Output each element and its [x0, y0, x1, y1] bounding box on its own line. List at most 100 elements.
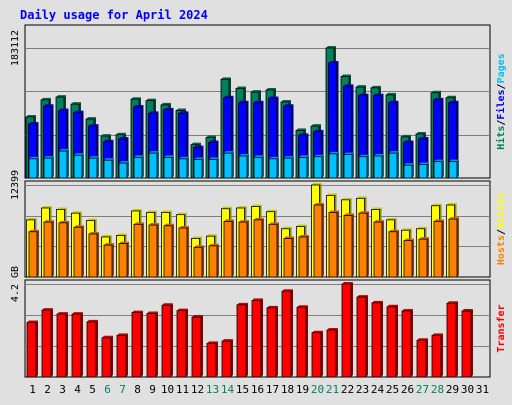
kbytes-bar: [221, 339, 233, 378]
pages-bar: [343, 152, 354, 179]
pages-bar: [298, 155, 309, 179]
x-tick-label: 6: [104, 383, 111, 396]
hosts-bar: [448, 217, 459, 278]
hosts-bar: [148, 223, 159, 278]
x-tick-label: 29: [446, 383, 459, 396]
hosts-bar: [298, 234, 309, 278]
x-tick-label: 9: [149, 383, 156, 396]
x-tick-label: 1: [29, 383, 36, 396]
hosts-bar: [208, 243, 219, 278]
hosts-bar: [73, 225, 84, 278]
pages-bar: [403, 163, 414, 179]
pages-bar: [313, 154, 324, 179]
pages-bar: [418, 162, 429, 179]
x-tick-label: 12: [191, 383, 204, 396]
kbytes-bar: [86, 319, 98, 378]
hosts-bar: [328, 210, 339, 278]
panel-visits-axis-title: Hosts/Visits: [495, 193, 507, 265]
pages-bar: [373, 153, 384, 179]
pages-bar: [448, 159, 459, 179]
kbytes-bar: [446, 301, 458, 378]
kbytes-bar: [146, 311, 158, 378]
axis-title-part: /: [496, 120, 507, 126]
pages-bar: [328, 151, 339, 179]
pages-bar: [133, 155, 144, 179]
hosts-bar: [118, 241, 129, 278]
x-tick-label: 23: [356, 383, 369, 396]
panel-kbytes-axis-title: Transfer: [496, 304, 507, 352]
x-tick-label: 31: [476, 383, 489, 396]
panel-visits-max-label: 12399: [10, 170, 21, 200]
pages-bar: [193, 157, 204, 179]
kbytes-bar: [101, 335, 113, 378]
pages-bar: [238, 153, 249, 179]
pages-bar: [118, 161, 129, 179]
x-tick-label: 16: [251, 383, 264, 396]
kbytes-bar: [386, 304, 398, 378]
x-tick-label: 21: [326, 383, 339, 396]
hosts-bar: [178, 226, 189, 278]
kbytes-bar: [311, 330, 323, 378]
x-tick-label: 4: [74, 383, 81, 396]
kbytes-bar: [206, 341, 218, 378]
kbytes-bar: [296, 305, 308, 378]
kbytes-bar: [191, 314, 203, 378]
hosts-bar: [358, 211, 369, 278]
x-tick-label: 24: [371, 383, 385, 396]
kbytes-bar: [56, 312, 68, 378]
kbytes-bar: [161, 303, 173, 378]
hosts-bar: [193, 245, 204, 278]
x-tick-label: 3: [59, 383, 66, 396]
panel-hits-axis-title: Hits/Files/Pages: [495, 53, 507, 149]
kbytes-bar: [356, 295, 368, 378]
hosts-bar: [223, 219, 234, 278]
x-tick-label: 19: [296, 383, 309, 396]
kbytes-bar: [26, 320, 38, 378]
x-tick-label: 30: [461, 383, 474, 396]
x-tick-label: 2: [44, 383, 51, 396]
kbytes-bar: [41, 308, 53, 378]
pages-bar: [388, 151, 399, 179]
pages-bar: [28, 156, 39, 179]
hosts-bar: [58, 220, 69, 278]
x-tick-label: 27: [416, 383, 429, 396]
x-tick-label: 14: [221, 383, 235, 396]
x-tick-label: 28: [431, 383, 444, 396]
x-tick-label: 15: [236, 383, 249, 396]
hosts-bar: [28, 229, 39, 278]
hosts-bar: [418, 237, 429, 278]
x-tick-label: 11: [176, 383, 189, 396]
panel-kbytes-max-label: 4.2 GB: [10, 266, 21, 302]
pages-bar: [58, 149, 69, 179]
pages-bar: [103, 158, 114, 179]
pages-bar: [43, 156, 54, 179]
hosts-bar: [163, 223, 174, 278]
kbytes-bar: [266, 305, 278, 378]
pages-bar: [283, 156, 294, 179]
axis-title-part: Files: [495, 89, 507, 119]
axis-title-part: Hits: [495, 126, 507, 150]
x-tick-label: 22: [341, 383, 354, 396]
pages-bar: [253, 155, 264, 179]
kbytes-bar: [401, 309, 413, 378]
kbytes-bar: [461, 309, 473, 378]
kbytes-bar: [326, 328, 338, 378]
hosts-bar: [433, 219, 444, 278]
axis-title-part: /: [496, 229, 507, 235]
pages-bar: [208, 157, 219, 179]
hosts-bar: [268, 222, 279, 278]
hosts-bar: [238, 220, 249, 278]
hosts-bar: [343, 213, 354, 278]
panel-hits-max-label: 183112: [10, 30, 21, 66]
hosts-bar: [388, 229, 399, 278]
kbytes-bar: [176, 308, 188, 378]
x-tick-label: 5: [89, 383, 96, 396]
axis-title-part: Pages: [496, 53, 507, 83]
pages-bar: [223, 151, 234, 179]
axis-title-part: /: [496, 83, 507, 89]
x-tick-label: 13: [206, 383, 219, 396]
hosts-bar: [133, 222, 144, 278]
pages-bar: [178, 156, 189, 179]
